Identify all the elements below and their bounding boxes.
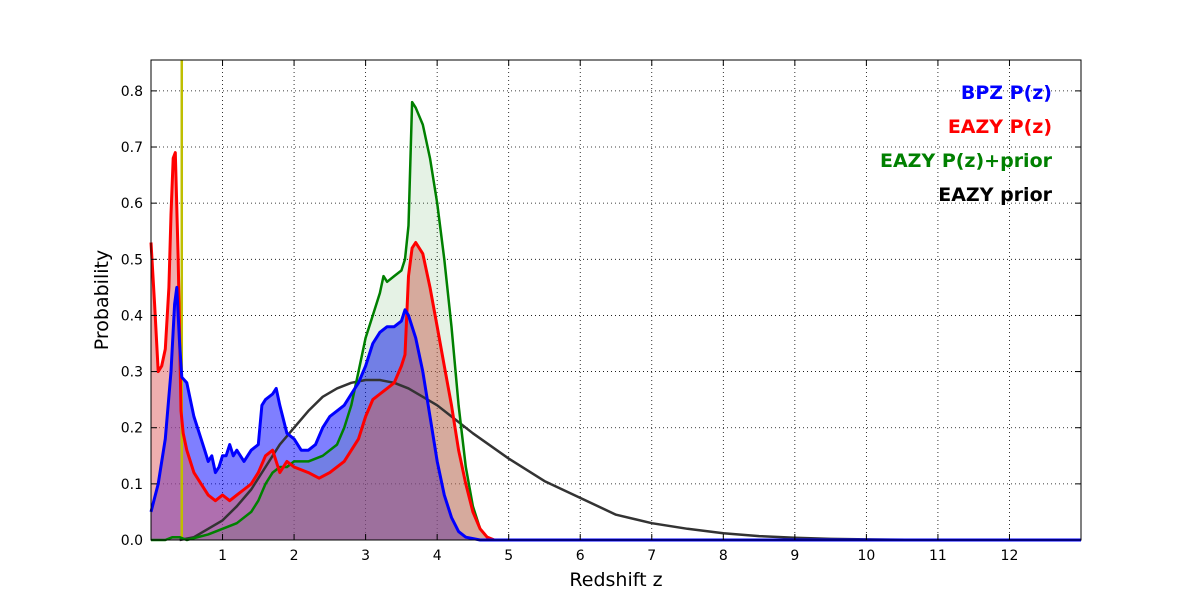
- x-tick-label: 5: [504, 548, 513, 564]
- x-tick-label: 12: [1001, 548, 1019, 564]
- legend-label-bpz: BPZ P(z): [961, 82, 1052, 104]
- y-tick-label: 0.6: [121, 196, 143, 212]
- x-tick-label: 11: [929, 548, 947, 564]
- y-tick-label: 0.4: [121, 308, 143, 324]
- y-tick-label: 0.7: [121, 140, 143, 156]
- y-axis-label: Probability: [91, 250, 113, 350]
- series-line-eazy-prior: [179, 378, 1010, 542]
- x-tick-label: 3: [361, 548, 370, 564]
- legend-label-eazy-prior-combined: EAZY P(z)+prior: [880, 150, 1053, 172]
- series-fill-eazy-prior-combined: [151, 102, 1081, 540]
- x-tick-label: 4: [433, 548, 442, 564]
- series-fill-eazy: [151, 152, 1081, 540]
- x-tick-label: 1: [218, 548, 227, 564]
- grid: [151, 60, 1081, 540]
- y-tick-label: 0.0: [121, 533, 143, 549]
- series-line-bpz: [149, 285, 1081, 542]
- x-tick-label: 6: [576, 548, 585, 564]
- series-lines: [149, 100, 1081, 542]
- plot-frame: [150, 59, 1082, 541]
- y-tick-label: 0.3: [121, 365, 143, 381]
- x-tick-label: 7: [647, 548, 656, 564]
- legend-label-eazy: EAZY P(z): [948, 116, 1052, 138]
- x-tick-label: 8: [719, 548, 728, 564]
- y-tick-label: 0.1: [121, 477, 143, 493]
- series-line-eazy: [149, 151, 1081, 542]
- series-fills: [151, 102, 1081, 540]
- x-tick-label: 2: [290, 548, 299, 564]
- y-tick-label: 0.2: [121, 421, 143, 437]
- x-tick-label: 9: [790, 548, 799, 564]
- series-line-eazy-prior-combined: [151, 100, 1081, 542]
- x-axis-label: Redshift z: [569, 569, 662, 591]
- legend: BPZ P(z) EAZY P(z) EAZY P(z)+prior EAZY pri…: [880, 82, 1053, 206]
- y-tick-label: 0.8: [121, 84, 143, 100]
- x-tick-label: 10: [857, 548, 875, 564]
- y-tick-label: 0.5: [121, 252, 143, 268]
- axis-ticks: 1 2 3 4 5 6 7 8 9 10 11 120.00.10.20.30.40.50.60.70…: [121, 60, 1081, 564]
- legend-label-eazy-prior: EAZY prior: [938, 184, 1052, 206]
